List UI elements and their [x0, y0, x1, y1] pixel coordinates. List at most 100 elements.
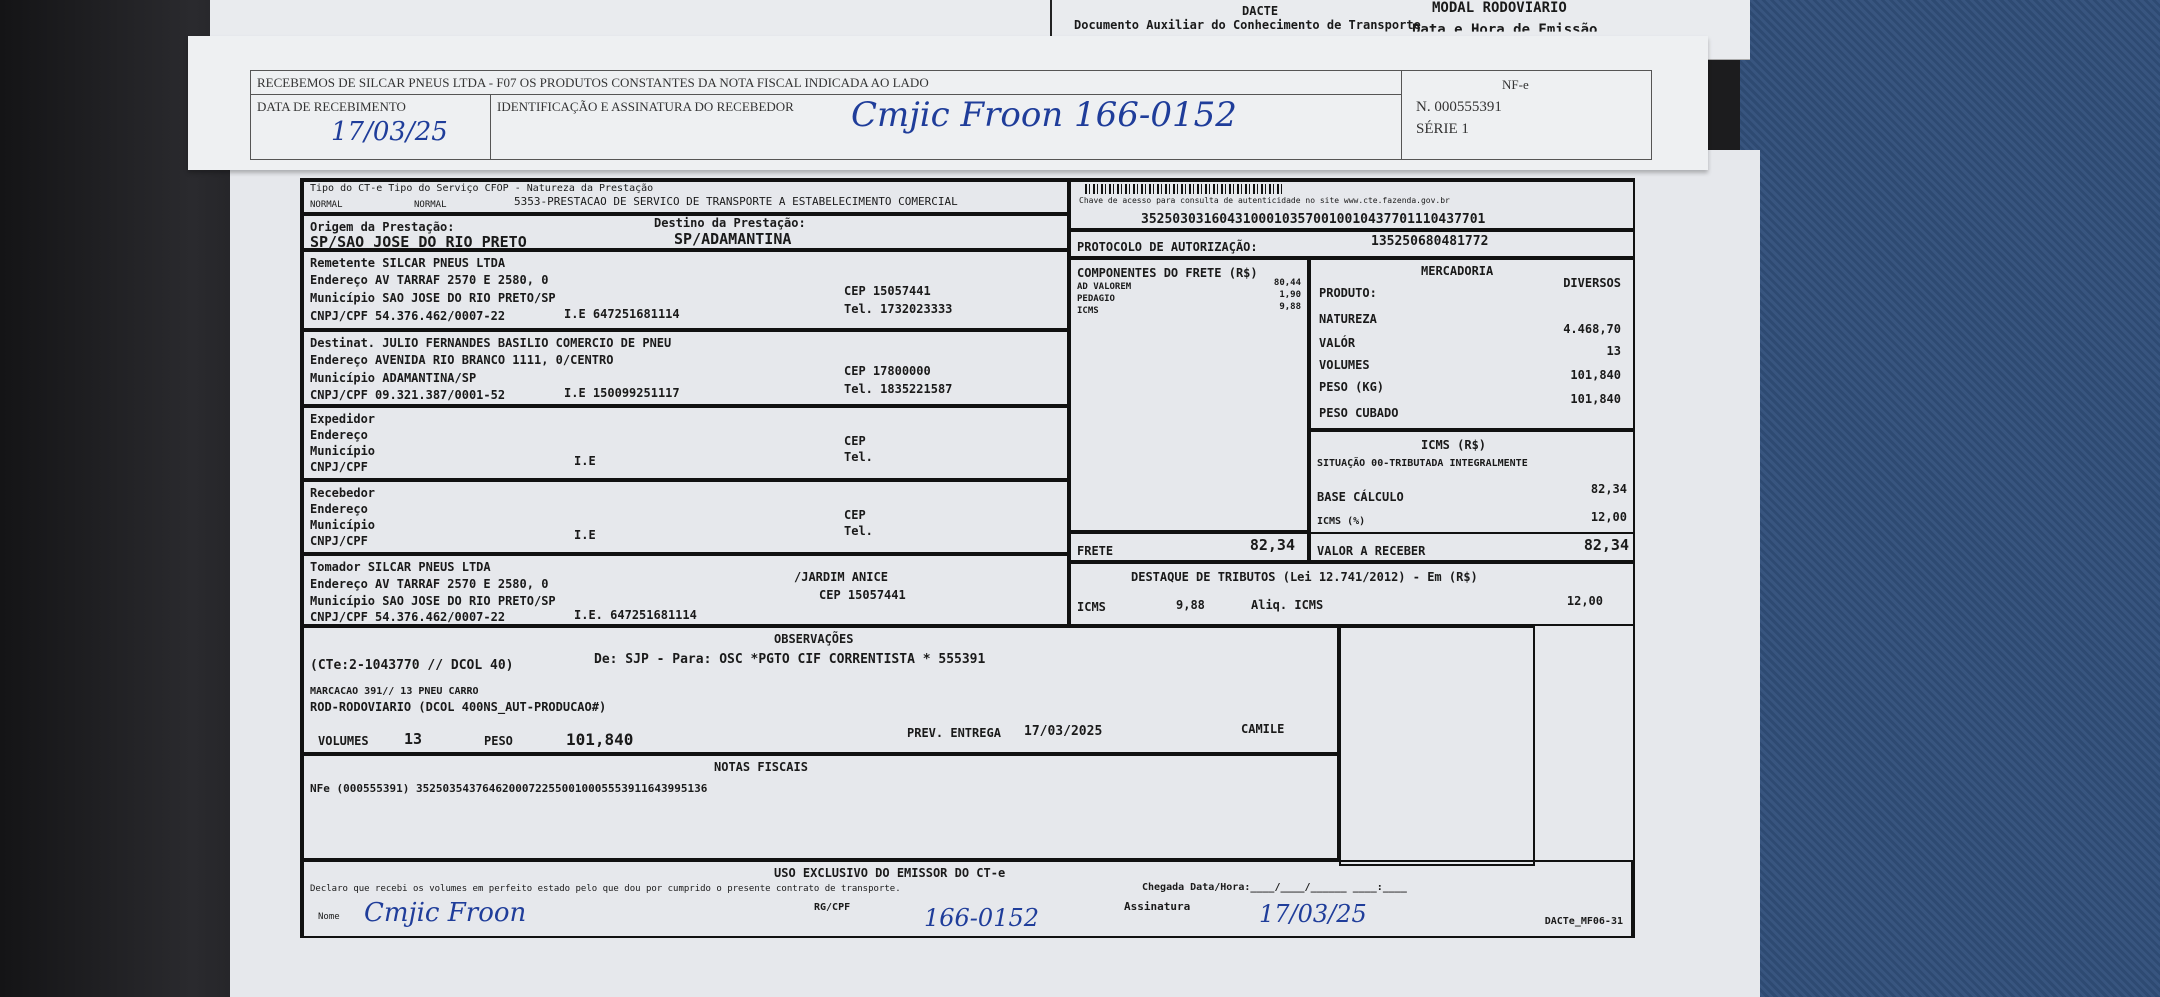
destinatario-label: Destinat.: [310, 336, 376, 350]
cep-label: CEP: [844, 364, 866, 378]
componente-row: ICMS 9,88: [1071, 302, 1307, 318]
destinatario-endereco: AVENIDA RIO BRANCO 1111, 0/CENTRO: [375, 353, 614, 367]
peso-cubado-value: 101,840: [1570, 392, 1621, 406]
cfop: 5353-PRESTACAO DE SERVICO DE TRANSPORTE …: [514, 195, 958, 208]
tomador-label: Tomador: [310, 560, 361, 574]
type-labels: Tipo do CT-e Tipo do Serviço CFOP - Natu…: [310, 183, 654, 194]
cep-label: CEP: [844, 284, 866, 298]
signature-handwritten: Cmjic Froon 166-0152: [851, 95, 1237, 135]
cnpj-label: CNPJ/CPF: [310, 610, 368, 624]
cnpj-label: CNPJ/CPF: [310, 534, 368, 548]
natureza-label: NATUREZA: [1319, 312, 1377, 326]
background-jeans: [1740, 0, 2160, 997]
peso-cubado-label: PESO CUBADO: [1319, 406, 1399, 420]
remetente-nome: SILCAR PNEUS LTDA: [382, 256, 506, 270]
expedidor-section: Expedidor Endereço Município CNPJ/CPF I.…: [302, 406, 1069, 480]
identificacao-label: IDENTIFICAÇÃO E ASSINATURA DO RECEBEDOR: [497, 99, 794, 114]
assinatura-label: Assinatura: [1124, 900, 1191, 913]
remetente-municipio: SAO JOSE DO RIO PRETO/SP: [382, 291, 556, 305]
destinatario-section: Destinat. JULIO FERNANDES BASILIO COMERC…: [302, 330, 1069, 406]
endereco-label: Endereço: [310, 502, 368, 516]
ie-label: I.E: [564, 386, 586, 400]
cnpj-label: CNPJ/CPF: [310, 460, 368, 474]
tel-label: Tel.: [844, 450, 873, 464]
atendente: CAMILE: [1241, 722, 1285, 736]
icms-aliq-label: ICMS (%): [1317, 516, 1366, 527]
tomador-ie: 647251681114: [610, 608, 697, 622]
endereco-label: Endereço: [310, 428, 368, 442]
uso-exclusivo-section: USO EXCLUSIVO DO EMISSOR DO CT-e Declaro…: [302, 860, 1633, 938]
componente-label: PEDAGIO: [1077, 294, 1115, 304]
destinatario-ie: 150099251117: [592, 386, 680, 400]
ie-label: I.E.: [574, 608, 603, 622]
municipio-label: Município: [310, 371, 376, 385]
endereco-label: Endereço: [310, 353, 368, 367]
cnpj-label: CNPJ/CPF: [310, 309, 368, 323]
icms-situacao: SITUAÇÃO 00-TRIBUTADA INTEGRALMENTE: [1317, 458, 1528, 469]
nfe-serie: SÉRIE 1: [1416, 121, 1469, 137]
base-calculo-label: BASE CÁLCULO: [1317, 490, 1404, 504]
tomador-cep: 15057441: [847, 588, 906, 602]
componente-row: PEDAGIO 1,90: [1071, 290, 1307, 306]
componentes-frete: COMPONENTES DO FRETE (R$) AD VALOREM 80,4…: [1069, 258, 1309, 532]
ie-label: I.E: [574, 454, 596, 468]
cnpj-label: CNPJ/CPF: [310, 388, 368, 402]
obs-volumes-label: VOLUMES: [318, 734, 369, 748]
municipio-label: Município: [310, 444, 376, 458]
tomador-bairro: /JARDIM ANICE: [794, 570, 888, 584]
chave-acesso: 3525030316043100010357001001043770111043…: [1141, 212, 1486, 227]
origem-destino-row: Origem da Prestação: SP/SAO JOSE DO RIO …: [302, 214, 1069, 251]
back-doc-title: DACTE: [1242, 4, 1279, 18]
recebedor-label: Recebedor: [310, 486, 376, 500]
componente-label: AD VALOREM: [1077, 282, 1132, 292]
origem-label: Origem da Prestação:: [310, 220, 455, 234]
origem-value: SP/SAO JOSE DO RIO PRETO: [310, 233, 527, 251]
valor-receber-label: VALOR A RECEBER: [1317, 544, 1426, 558]
prev-entrega-value: 17/03/2025: [1024, 724, 1103, 739]
chave-label: Chave de acesso para consulta de autenti…: [1079, 196, 1450, 205]
back-doc-subtitle: Documento Auxiliar do Conhecimento de Tr…: [1074, 18, 1421, 32]
tomador-nome: SILCAR PNEUS LTDA: [367, 560, 491, 574]
destinatario-tel: 1835221587: [880, 382, 953, 396]
tipo-cte: NORMAL: [310, 200, 343, 210]
componente-value: 9,88: [1279, 302, 1301, 312]
data-recebimento-box: DATA DE RECEBIMENTO 17/03/25: [251, 95, 491, 159]
chegada-data-hora[interactable]: Chegada Data/Hora:____/____/______ ____:…: [1142, 882, 1407, 893]
municipio-label: Município: [310, 518, 376, 532]
protocolo-label: PROTOCOLO DE AUTORIZAÇÃO:: [1077, 240, 1258, 254]
obs-line-1: (CTe:2-1043770 // DCOL 40): [310, 658, 514, 673]
form-code: DACTe_MF06-31: [1544, 916, 1623, 927]
volumes-label: VOLUMES: [1319, 358, 1370, 372]
destinatario-cnpj: 09.321.387/0001-52: [375, 388, 506, 402]
remetente-endereco: AV TARRAF 2570 E 2580, 0: [375, 273, 549, 287]
obs-peso-label: PESO: [484, 734, 513, 748]
observacoes-section: OBSERVAÇÕES (CTe:2-1043770 // DCOL 40) D…: [302, 626, 1339, 754]
tomador-cnpj: 54.376.462/0007-22: [375, 610, 506, 624]
mercadoria-box: MERCADORIA PRODUTO: DIVERSOS NATUREZA VA…: [1309, 258, 1635, 430]
date-handwritten: 17/03/25: [331, 117, 448, 147]
destaque-tributos: DESTAQUE DE TRIBUTOS (Lei 12.741/2012) -…: [1069, 562, 1635, 626]
declaracao-text: Declaro que recebi os volumes em perfeit…: [310, 884, 901, 894]
tomador-municipio: SAO JOSE DO RIO PRETO/SP: [382, 594, 556, 608]
barcode: [1085, 184, 1285, 194]
municipio-label: Município: [310, 291, 376, 305]
endereco-label: Endereço: [310, 273, 368, 287]
valor-label: VALÓR: [1319, 336, 1356, 350]
componentes-list: AD VALOREM 80,44 PEDAGIO 1,90 ICMS 9,88: [1071, 278, 1307, 318]
cte-type-row: Tipo do CT-e Tipo do Serviço CFOP - Natu…: [302, 180, 1069, 214]
remetente-cep: 15057441: [872, 284, 931, 298]
valor-receber-value: 82,34: [1583, 536, 1629, 554]
remetente-ie: 647251681114: [592, 307, 680, 321]
assinatura-handwritten: 17/03/25: [1259, 900, 1367, 928]
nome-label: Nome: [318, 912, 340, 922]
produto-value: DIVERSOS: [1563, 276, 1621, 290]
componente-value: 1,90: [1279, 290, 1301, 300]
back-doc-emission: Data e Hora de Emissão: [1412, 22, 1598, 38]
obs-line-3: ROD-RODOVIARIO (DCOL 400NS_AUT-PRODUCAO#…: [310, 700, 607, 714]
tel-label: Tel.: [844, 524, 873, 538]
mercadoria-title: MERCADORIA: [1421, 264, 1494, 278]
frete-label: FRETE: [1077, 544, 1114, 558]
rg-handwritten: 166-0152: [924, 904, 1039, 932]
tributos-icms-value: 9,88: [1176, 598, 1205, 612]
remetente-cnpj: 54.376.462/0007-22: [375, 309, 506, 323]
